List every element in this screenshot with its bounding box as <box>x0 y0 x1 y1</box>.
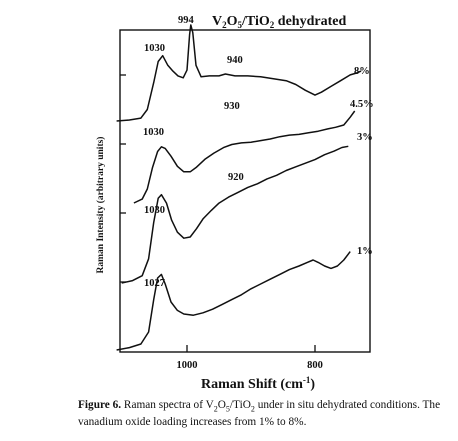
x-label-main: Raman Shift (cm <box>201 377 303 392</box>
x-label-end: ) <box>310 377 315 392</box>
series-label-8pct: 8% <box>354 66 370 77</box>
title-sub: 2 <box>222 20 227 30</box>
spectrum-4-5pct <box>133 110 356 204</box>
series-label-4-5pct: 4.5% <box>350 99 374 110</box>
spectrum-1pct <box>116 251 351 351</box>
spectrum-8pct <box>116 24 362 122</box>
peak-label-1030-3pct: 1030 <box>143 127 164 138</box>
peak-label-1030-8pct: 1030 <box>144 43 165 54</box>
peak-label-940: 940 <box>227 55 243 66</box>
caption-text: Raman spectra of V <box>121 399 214 411</box>
x-axis-label: Raman Shift (cm-1) <box>201 375 315 392</box>
peak-label-920: 920 <box>228 172 244 183</box>
peak-label-1027: 1027 <box>144 278 165 289</box>
series-label-3pct: 3% <box>357 132 373 143</box>
figure-caption: Figure 6. Raman spectra of V2O5/TiO2 und… <box>78 399 450 429</box>
chart-title: V2O5/TiO2 dehydrated <box>212 14 346 30</box>
plot-frame <box>119 29 371 353</box>
title-part: O <box>227 14 238 29</box>
spectrum-3pct <box>121 145 349 284</box>
caption-text: O <box>217 399 226 411</box>
caption-text: under in situ dehydrated conditions. The… <box>78 399 441 428</box>
title-sub: 5 <box>238 20 243 30</box>
title-part: dehydrated <box>274 14 346 29</box>
title-sub: 2 <box>270 20 275 30</box>
peak-label-930: 930 <box>224 101 240 112</box>
x-label-sup: -1 <box>303 375 311 385</box>
title-part: /TiO <box>241 14 270 29</box>
title-part: V <box>212 14 222 29</box>
caption-sub: 5 <box>225 404 230 414</box>
series-label-1pct: 1% <box>357 246 373 257</box>
raman-chart: 1000 800 V2O5/TiO2 dehydrated Raman Inte… <box>95 14 374 392</box>
peak-label-994: 994 <box>178 15 195 26</box>
caption-sub: 2 <box>213 404 218 414</box>
caption-sub: 2 <box>250 404 255 414</box>
y-axis-label: Raman Intensity (arbitrary units) <box>95 137 106 274</box>
caption-text: /TiO <box>229 399 251 411</box>
x-tick-label-1000: 1000 <box>177 360 198 371</box>
caption-label: Figure 6. <box>78 399 122 411</box>
peak-label-1030-1pct: 1030 <box>144 205 165 216</box>
x-tick-label-800: 800 <box>307 360 323 371</box>
